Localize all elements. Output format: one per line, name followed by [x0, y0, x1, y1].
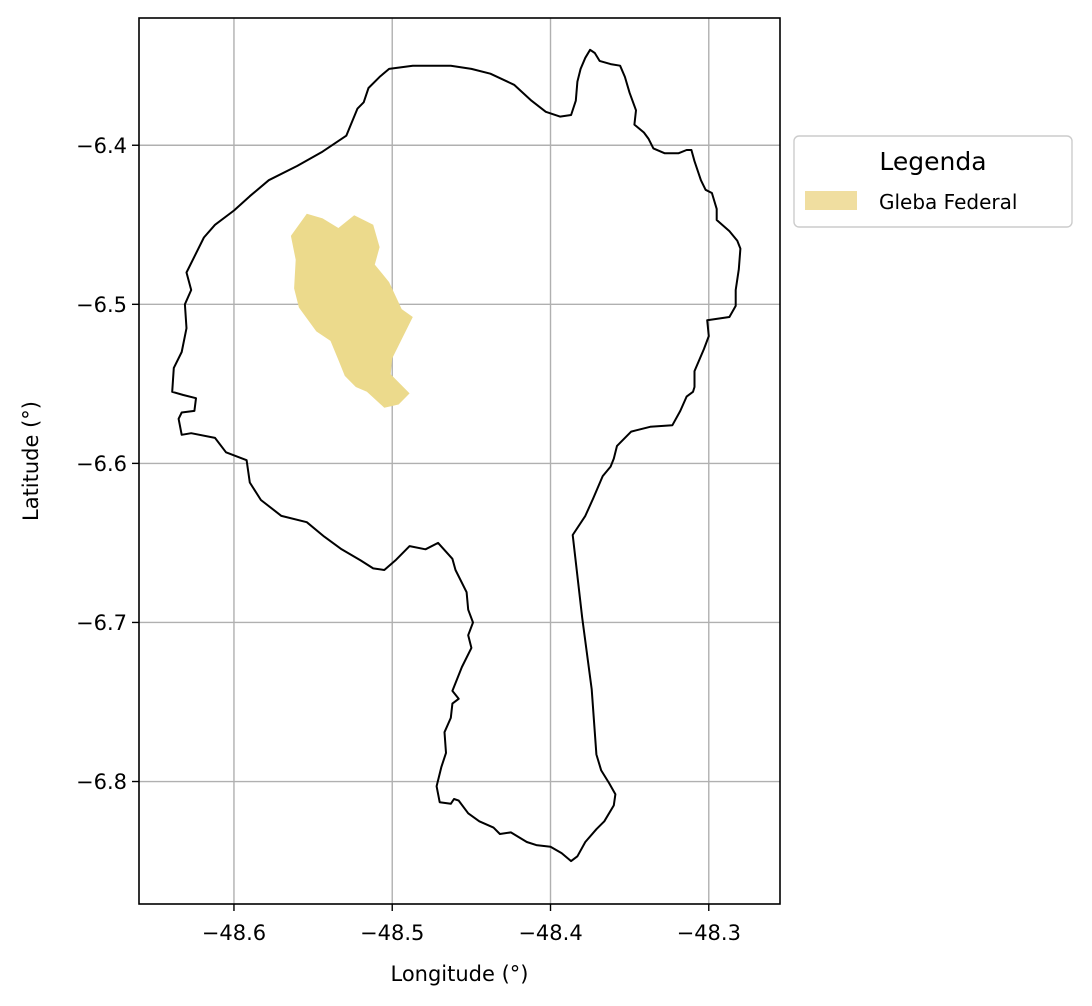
map-layers — [171, 48, 742, 863]
legend-box — [793, 135, 1073, 228]
y-tick-label-3: −6.7 — [76, 611, 127, 635]
x-tick-label-3: −48.3 — [677, 921, 741, 945]
layer-gleba-federal — [290, 213, 413, 408]
x-tick-label-1: −48.5 — [360, 921, 424, 945]
y-tick-label-0: −6.4 — [76, 134, 127, 158]
legend-label-gleba-federal: Gleba Federal — [879, 190, 1017, 214]
gridlines — [139, 18, 780, 904]
x-axis-title: Longitude (°) — [390, 962, 528, 986]
y-axis-title: Latitude (°) — [19, 401, 43, 521]
legend-swatch-gleba-federal — [805, 191, 857, 210]
plot-frame — [138, 17, 781, 905]
y-axis: −6.4 −6.5 −6.6 −6.7 −6.8 — [76, 134, 139, 794]
y-tick-label-1: −6.5 — [76, 293, 127, 317]
legend-title: Legenda — [879, 147, 986, 176]
x-tick-label-0: −48.6 — [202, 921, 266, 945]
x-axis: −48.6 −48.5 −48.4 −48.3 — [202, 904, 741, 945]
y-tick-label-4: −6.8 — [76, 770, 127, 794]
y-tick-label-2: −6.6 — [76, 452, 127, 476]
x-tick-label-2: −48.4 — [518, 921, 582, 945]
layer-boundary — [171, 48, 742, 863]
legend: Legenda Gleba Federal — [793, 135, 1073, 228]
